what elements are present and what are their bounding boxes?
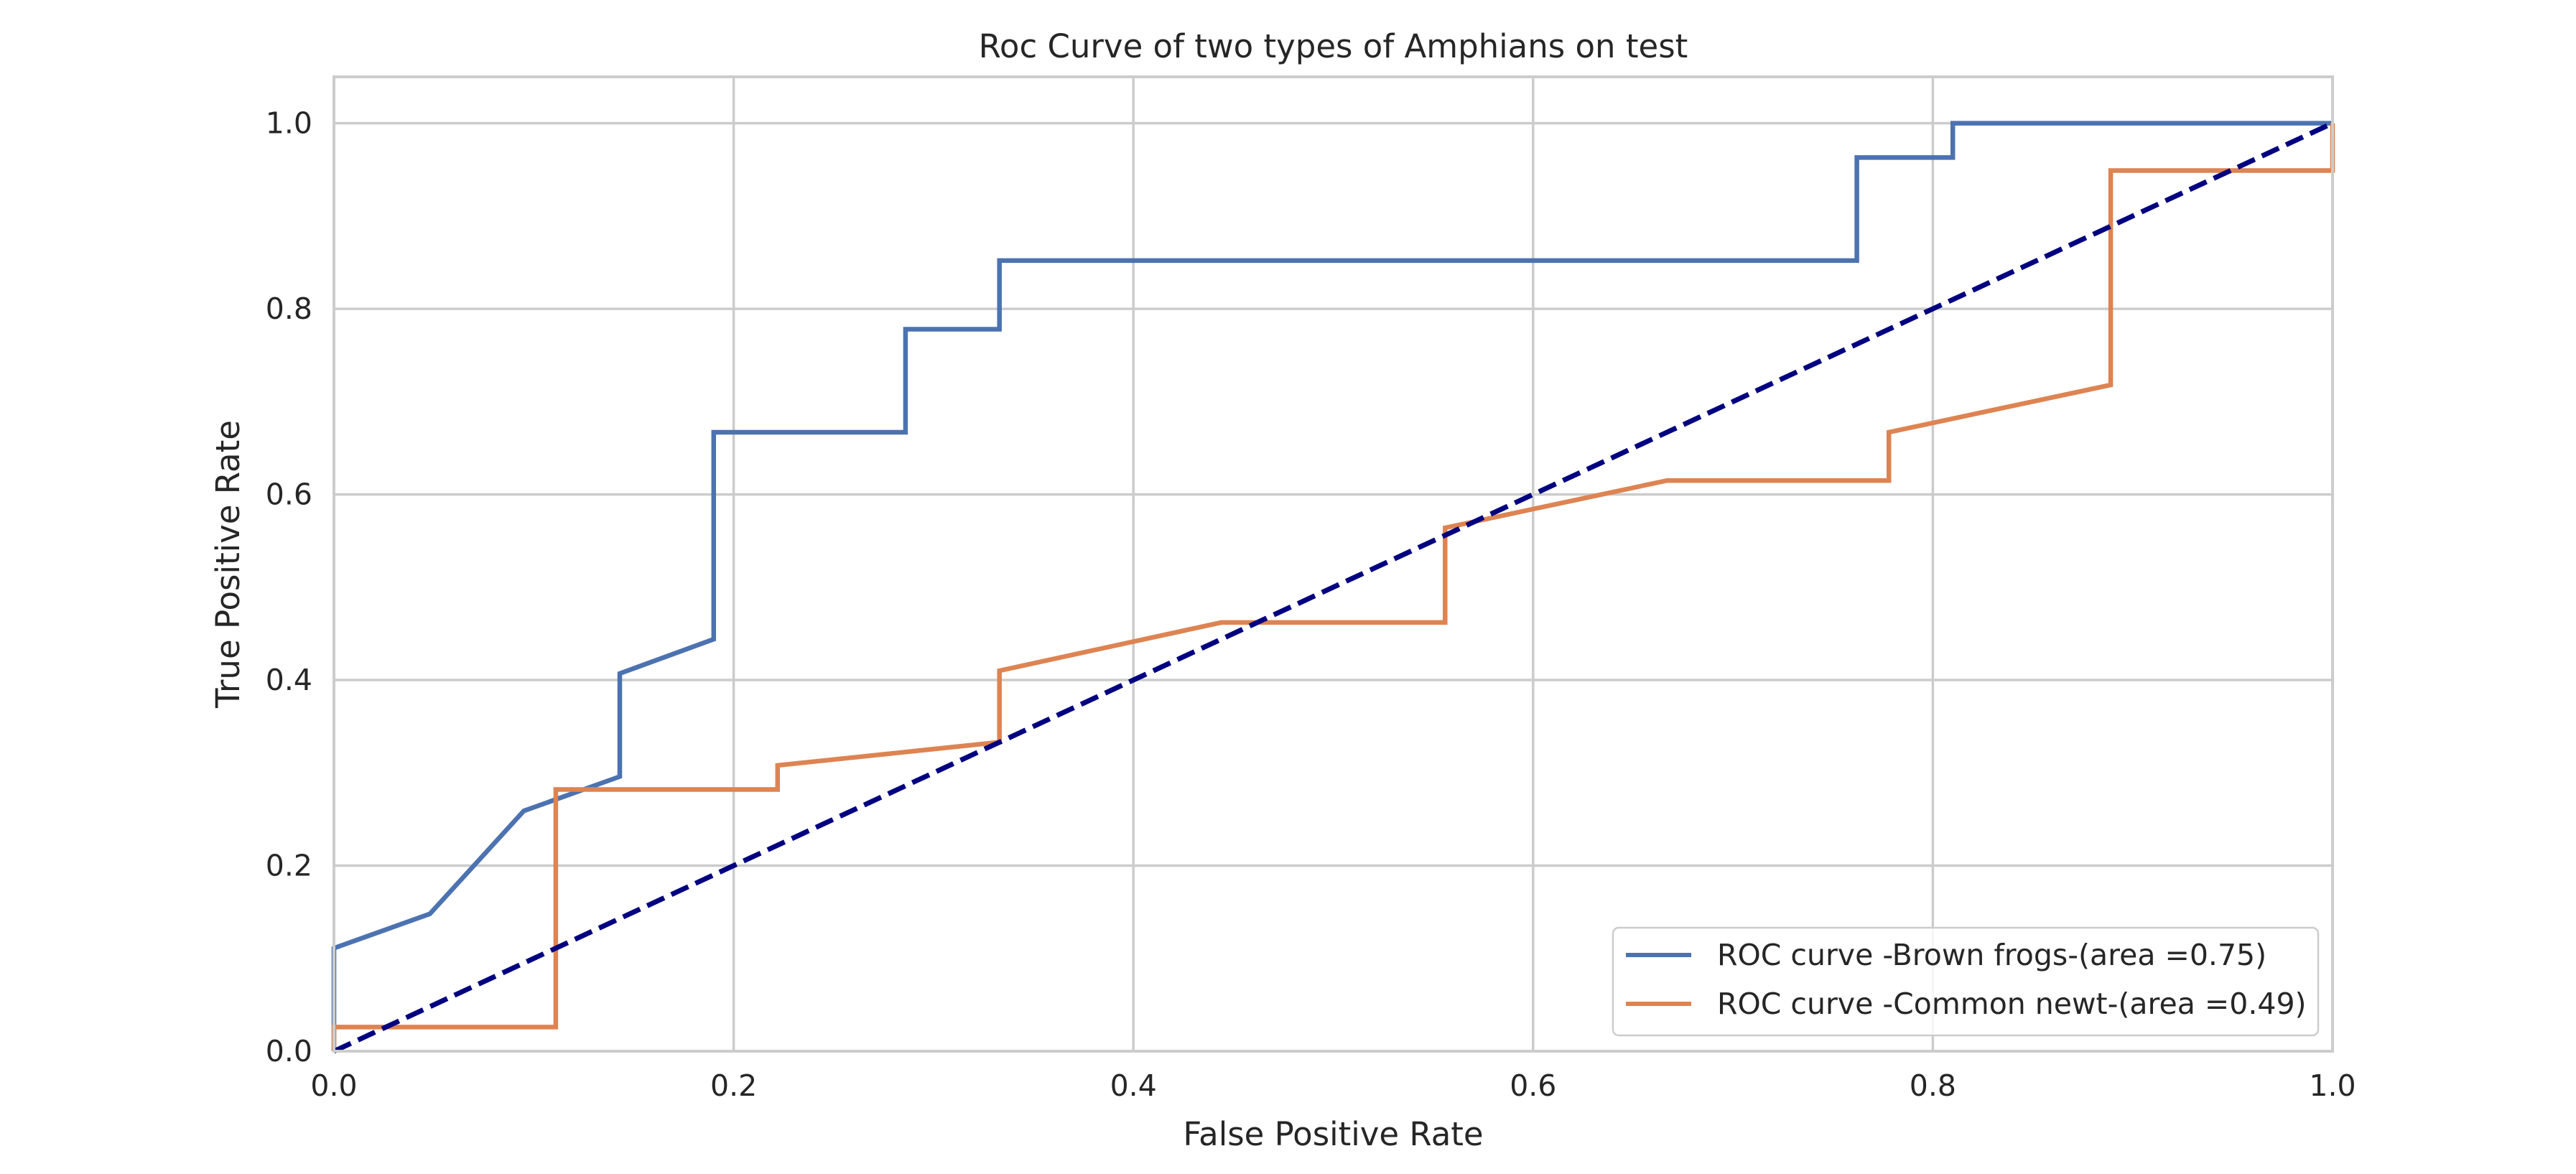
legend-label-common-newt: ROC curve -Common newt-(area =0.49) (1717, 987, 2307, 1021)
y-tick-label: 1.0 (266, 106, 312, 141)
x-axis-label: False Positive Rate (1183, 1115, 1483, 1153)
brown-frogs-roc-line (331, 121, 2333, 1051)
legend: ROC curve -Brown frogs-(area =0.75) ROC … (1612, 926, 2320, 1037)
x-tick-label: 0.6 (1510, 1068, 1556, 1103)
plot-frame (333, 75, 2334, 1053)
chart-title: Roc Curve of two types of Amphians on te… (979, 27, 1688, 65)
y-tick-label: 0.2 (266, 849, 312, 883)
legend-box (1612, 926, 2320, 1037)
tick-layer: 0.0 0.2 0.4 0.6 0.8 1.0 0.0 0.2 0.4 0.6 0.8 1.0 (266, 106, 2356, 1103)
y-tick-label: 0.6 (266, 477, 312, 512)
y-tick-label: 0.8 (266, 292, 312, 326)
common-newt-roc-line (331, 123, 2335, 1051)
y-tick-label: 0.4 (266, 663, 312, 697)
x-tick-label: 0.8 (1910, 1068, 1956, 1103)
x-tick-label: 0.4 (1110, 1068, 1157, 1103)
y-tick-label: 0.0 (266, 1034, 312, 1068)
x-tick-label: 1.0 (2309, 1068, 2356, 1103)
x-tick-label: 0.0 (310, 1068, 357, 1103)
grid-layer (333, 77, 2334, 1053)
chance-diagonal-line (333, 121, 2334, 1054)
x-tick-label: 0.2 (710, 1068, 757, 1103)
y-axis-label: True Positive Rate (209, 420, 247, 709)
legend-label-brown-frogs: ROC curve -Brown frogs-(area =0.75) (1717, 938, 2266, 972)
series-layer (331, 121, 2335, 1054)
